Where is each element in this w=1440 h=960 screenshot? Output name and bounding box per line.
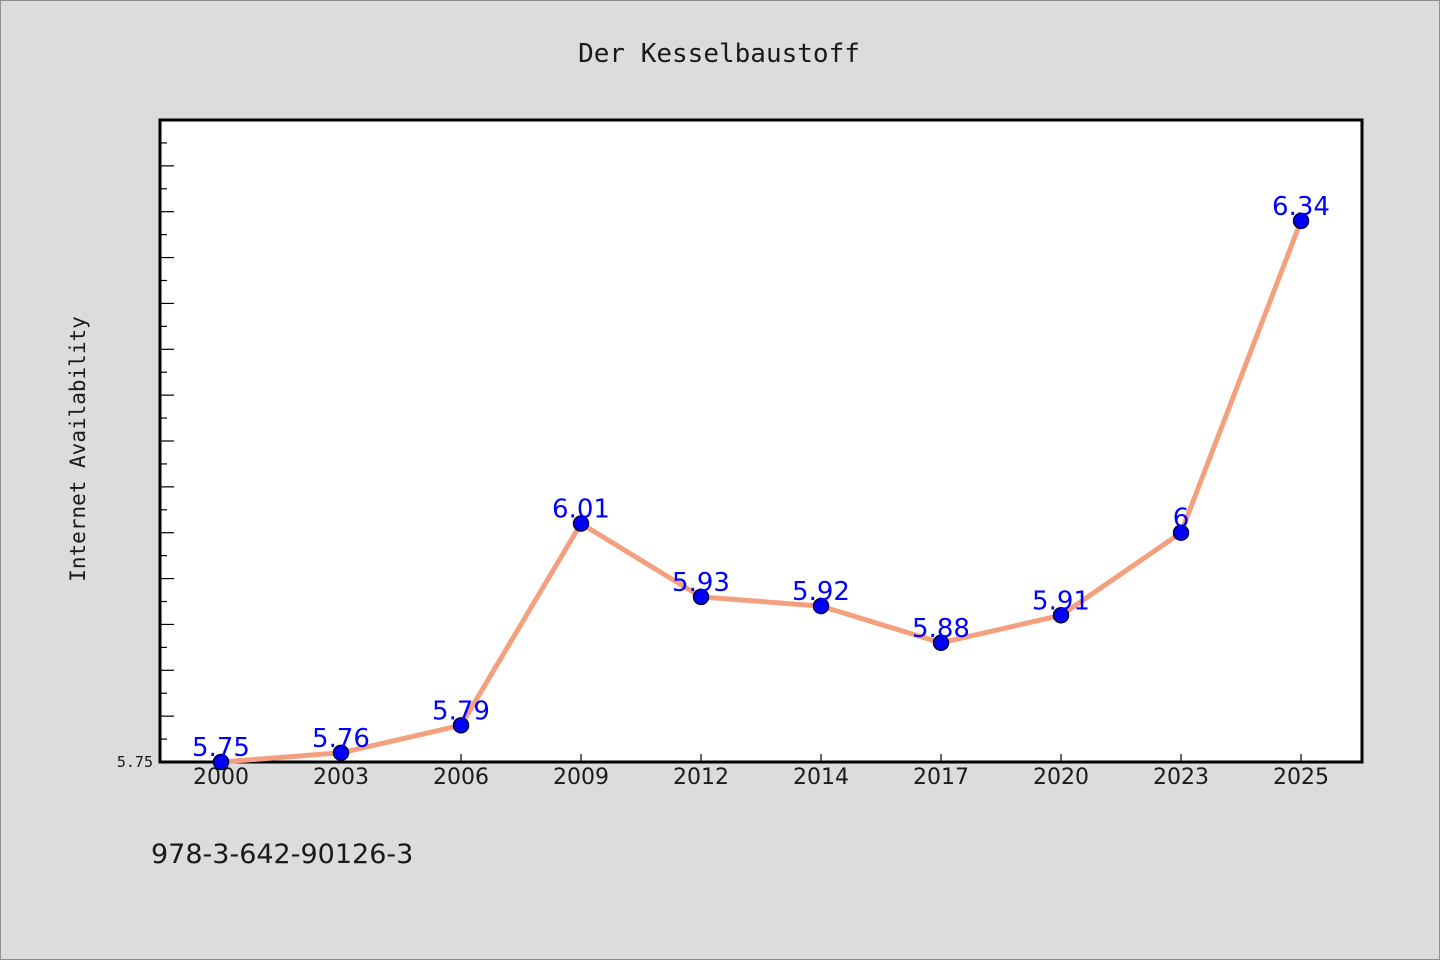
chart-title: Der Kesselbaustoff	[578, 39, 860, 69]
data-point	[692, 588, 710, 606]
data-label: 5.93	[672, 568, 730, 598]
data-label: 5.75	[192, 733, 250, 763]
x-tick-label: 2006	[433, 765, 489, 790]
x-tick-label: 2023	[1153, 765, 1209, 790]
plot-area	[158, 118, 1364, 764]
x-tick-label: 2009	[553, 765, 609, 790]
data-point	[812, 597, 830, 615]
y-axis-label: Internet Availability	[66, 316, 90, 582]
data-label: 5.76	[312, 724, 370, 754]
data-point	[452, 717, 470, 734]
x-tick-label: 2003	[313, 765, 369, 790]
data-point	[1292, 212, 1310, 230]
x-tick-label: 2014	[793, 765, 849, 790]
data-label: 5.79	[432, 696, 490, 726]
data-point	[332, 744, 350, 762]
data-label: 5.91	[1032, 586, 1090, 616]
footer-isbn: 978-3-642-90126-3	[151, 839, 413, 870]
x-tick-label: 2012	[673, 765, 729, 790]
data-label: 6.34	[1272, 192, 1330, 222]
data-label: 5.92	[792, 577, 850, 607]
data-point	[572, 515, 590, 532]
x-axis-ticks: 2000 2003 2006 2009 2012 2014 2017 2020 2023 2025	[193, 754, 1329, 790]
y-tick-label: 5.75	[117, 753, 153, 771]
data-label: 6.01	[552, 495, 610, 525]
x-tick-label: 2017	[913, 765, 969, 790]
data-label: 6	[1173, 504, 1190, 534]
series-markers	[212, 212, 1310, 771]
data-label: 5.88	[912, 614, 970, 644]
x-tick-label: 2020	[1033, 765, 1089, 790]
data-labels: 5.75 5.76 5.79 6.01 5.93 5.92 5.88 5.91 6 6.34	[192, 192, 1330, 763]
series-line	[218, 218, 1304, 765]
x-tick-label: 2025	[1273, 765, 1329, 790]
data-point	[1052, 607, 1070, 624]
data-point	[212, 753, 230, 771]
y-axis-ticks	[160, 119, 174, 763]
data-point	[932, 634, 950, 652]
data-point	[1172, 524, 1190, 541]
